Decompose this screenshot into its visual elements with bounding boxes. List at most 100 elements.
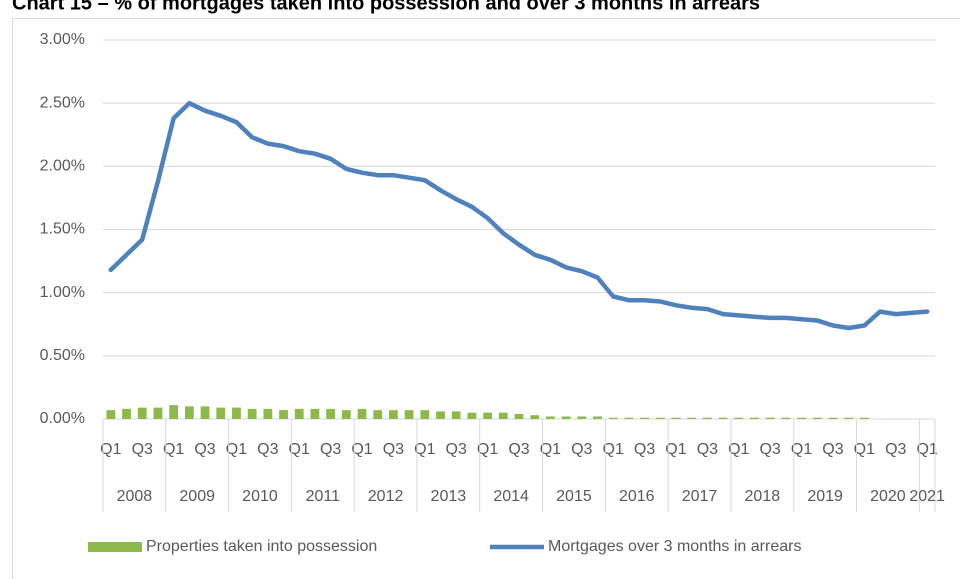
y-tick-label: 1.00% [40,284,85,301]
bar [106,410,116,419]
year-label: 2020 [870,488,906,505]
bar [561,416,571,419]
x-tick-label: Q3 [132,441,153,458]
year-label: 2016 [619,488,655,505]
x-tick-label: Q3 [320,441,341,458]
bar [844,417,854,419]
bar [655,417,665,419]
bar [546,416,555,419]
bar [216,407,226,419]
y-tick-label: 2.00% [40,158,85,175]
bar [153,407,163,419]
legend-label: Mortgages over 3 months in arrears [548,538,801,555]
bar [247,408,257,419]
x-tick-label: Q1 [603,441,624,458]
y-tick-label: 2.50% [40,94,85,111]
x-tick-label: Q3 [508,441,529,458]
bar [750,417,759,419]
bar [169,405,179,419]
x-tick-label: Q3 [571,441,592,458]
bar [451,411,461,419]
bar [420,410,430,419]
year-label: 2008 [117,488,153,505]
bar [436,411,445,419]
bar [671,417,681,419]
year-label: 2015 [556,488,592,505]
x-tick-label: Q3 [759,441,780,458]
y-tick-label: 0.50% [40,347,85,364]
bar [640,417,649,419]
year-label: 2019 [807,488,843,505]
bar [326,408,336,419]
x-tick-label: Q1 [477,441,498,458]
legend-label: Properties taken into possession [146,538,377,555]
year-label: 2021 [909,488,945,505]
x-tick-label: Q1 [226,441,247,458]
year-label: 2013 [431,488,467,505]
bar [702,417,712,419]
y-tick-label: 1.50% [40,221,85,238]
x-tick-label: Q1 [854,441,875,458]
bar [137,407,147,419]
bar [232,407,241,419]
bar [812,417,822,419]
bar [718,417,728,419]
bar [184,406,194,419]
year-label: 2012 [368,488,404,505]
x-tick-label: Q1 [728,441,749,458]
bar [310,408,320,419]
chart-border [12,18,960,579]
bar [781,417,791,419]
bar [734,417,744,419]
bar [122,408,131,419]
year-label: 2017 [682,488,718,505]
bar [859,417,869,419]
line [108,100,930,331]
bar [530,415,540,419]
x-tick-label: Q3 [697,441,718,458]
chart-title: Chart 15 – % of mortgages taken into pos… [12,0,760,14]
year-label: 2018 [745,488,781,505]
y-tick-label: 3.00% [40,31,85,48]
bar [467,412,477,419]
bar [404,410,414,419]
x-tick-label: Q3 [634,441,655,458]
x-tick-label: Q1 [351,441,372,458]
bar [593,416,602,419]
year-label: 2010 [242,488,278,505]
bar [687,417,697,419]
x-tick-label: Q3 [194,441,215,458]
year-label: 2009 [179,488,215,505]
bar [797,417,806,419]
x-tick-label: Q3 [446,441,467,458]
x-tick-label: Q3 [822,441,843,458]
bar [765,417,775,419]
bar [608,417,618,419]
bar [624,417,634,419]
x-tick-label: Q1 [163,441,184,458]
legend-swatch [88,542,142,552]
bar [577,416,587,419]
bar [357,408,367,419]
bar [514,413,524,419]
year-label: 2014 [493,488,529,505]
bar [341,410,351,419]
y-tick-label: 0.00% [40,410,85,427]
bar [828,417,838,419]
bar [279,410,288,419]
x-tick-label: Q1 [791,441,812,458]
x-tick-label: Q3 [885,441,906,458]
x-tick-label: Q3 [257,441,278,458]
x-tick-label: Q1 [100,441,121,458]
bar [389,410,398,419]
x-tick-label: Q1 [540,441,561,458]
x-tick-label: Q3 [383,441,404,458]
year-label: 2011 [306,488,341,505]
bar [200,406,210,419]
bar [483,412,492,419]
x-tick-label: Q1 [665,441,686,458]
x-tick-label: Q1 [916,441,937,458]
